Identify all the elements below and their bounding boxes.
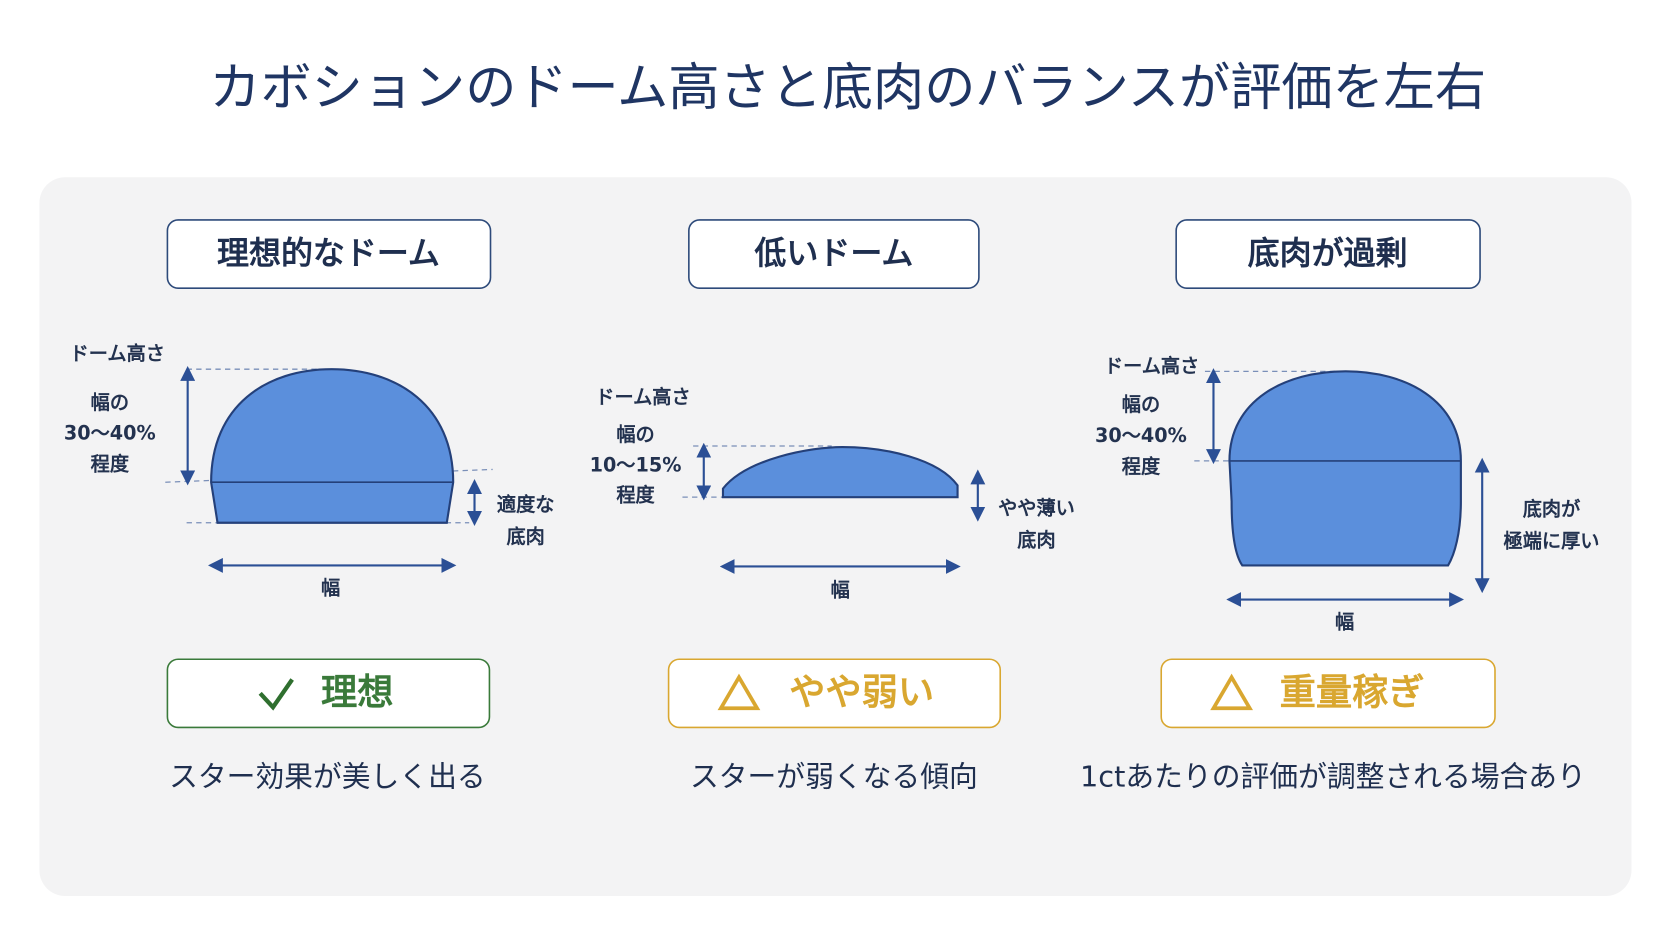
check-icon — [258, 678, 294, 711]
ratio-label: 程度 — [616, 484, 655, 507]
verdict: 理想 — [321, 670, 394, 713]
base-label: やや薄い — [998, 496, 1075, 519]
ratio-label: 程度 — [91, 453, 130, 476]
title: カボションのドーム高さと底肉のバランスが評価を左右 — [209, 58, 1486, 118]
dome-shape — [1228, 370, 1462, 567]
ratio-label: 幅の — [91, 391, 129, 414]
verdict-box — [1160, 658, 1496, 729]
warning-icon — [717, 673, 761, 711]
dome-height-label: ドーム高さ — [595, 385, 690, 408]
width-label: 幅 — [831, 578, 850, 601]
panel-ideal: 理想的なドーム ドーム高さ 幅の 30〜40% 程度 適度な 底肉 幅 理想 ス… — [64, 219, 555, 794]
verdict: 重量稼ぎ — [1280, 670, 1425, 713]
ratio-label: 30〜40% — [64, 422, 156, 445]
base-label: 底肉 — [1017, 528, 1055, 551]
heading: 底肉が過剰 — [1248, 234, 1408, 272]
dome-shape — [210, 368, 455, 524]
caption: スター効果が美しく出る — [169, 760, 486, 794]
ratio-label: 幅の — [616, 423, 654, 446]
caption: 1ctあたりの評価が調整される場合あり — [1080, 760, 1586, 794]
dome-height-label: ドーム高さ — [70, 342, 165, 365]
panel-low: 低いドーム ドーム高さ 幅の 10〜15% 程度 やや薄い 底肉 幅 やや弱い … — [590, 219, 1075, 794]
verdict-box — [166, 658, 491, 729]
ratio-label: 10〜15% — [590, 454, 682, 477]
heading: 理想的なドーム — [217, 234, 440, 272]
base-label: 底肉 — [507, 525, 545, 548]
ratio-label: 30〜40% — [1095, 424, 1187, 447]
dome-height-label: ドーム高さ — [1104, 355, 1199, 378]
dome-shape — [721, 445, 959, 499]
base-label: 適度な — [497, 493, 555, 516]
base-label: 底肉が — [1523, 497, 1581, 520]
heading: 低いドーム — [754, 234, 913, 272]
heading-box — [166, 219, 492, 289]
base-label: 極端に厚い — [1504, 529, 1600, 552]
ratio-label: 幅の — [1122, 393, 1160, 416]
ratio-label: 程度 — [1122, 455, 1161, 478]
verdict-box — [667, 658, 1002, 729]
heading-box — [688, 219, 980, 289]
verdict: やや弱い — [789, 670, 934, 713]
caption: スターが弱くなる傾向 — [690, 760, 978, 794]
heading-box — [1175, 219, 1481, 289]
width-label: 幅 — [1335, 610, 1354, 633]
warning-icon — [1210, 673, 1253, 711]
width-label: 幅 — [321, 576, 340, 599]
panel-thick-base: 底肉が過剰 ドーム高さ 幅の 30〜40% 程度 底肉が 極端に厚い 幅 重量稼… — [1080, 219, 1600, 794]
